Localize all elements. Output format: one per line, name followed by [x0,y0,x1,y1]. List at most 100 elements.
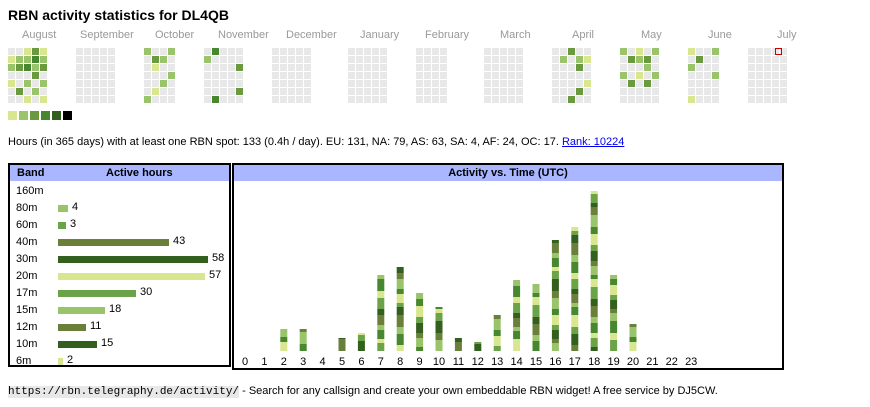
heatmap-day [424,96,431,103]
activity-bar-segment [377,279,385,291]
heatmap-day [212,80,219,87]
heatmap-day [628,72,635,79]
activity-bar-segment [590,203,598,207]
heatmap-day [568,48,575,55]
activity-bar-segment [416,293,424,299]
band-column-header: Band [17,167,45,179]
heatmap-day [780,96,787,103]
heatmap-day [100,96,107,103]
heatmap-day [628,88,635,95]
activity-bar-segment [377,339,385,343]
activity-bar-segment [610,300,618,309]
activity-bar-segment [357,333,365,335]
heatmap-day [628,56,635,63]
heatmap-day [780,72,787,79]
activity-bar-segment [590,347,598,351]
activity-bar-segment [377,298,385,309]
heatmap-day [32,56,39,63]
heatmap-day [152,96,159,103]
heatmap-day [304,64,311,71]
heatmap-day [712,64,719,71]
heatmap-day [76,48,83,55]
heatmap-day [236,48,243,55]
heatmap-day [424,48,431,55]
activity-bar-segment [454,338,462,342]
heatmap-day [288,48,295,55]
heatmap-day [712,72,719,79]
heatmap-day [712,48,719,55]
activity-bar-segment [551,339,559,343]
rank-link[interactable]: Rank: 10224 [561,136,625,148]
activity-bar-segment [513,303,521,313]
heatmap-day [160,56,167,63]
activity-bar-segment [493,319,501,330]
hour-tick-label: 10 [433,356,445,368]
heatmap-day [92,96,99,103]
heatmap-day [280,72,287,79]
activity-bar-segment [416,323,424,333]
heatmap-day [416,96,423,103]
hour-tick-label: 9 [417,356,423,368]
heatmap-day [168,64,175,71]
heatmap-day [432,96,439,103]
heatmap-day [32,72,39,79]
heatmap-day [220,88,227,95]
activity-bar-segment [416,317,424,323]
band-hours-bar [58,239,169,246]
heatmap-day [620,80,627,87]
heatmap-day [84,96,91,103]
activity-bar-segment [280,342,288,351]
legend-swatch [41,111,50,120]
activity-bar-segment [590,338,598,347]
band-hours-bar [58,290,136,297]
heatmap-day [416,72,423,79]
activity-bar-segment [435,309,443,313]
heatmap-day [348,80,355,87]
heatmap-day [296,72,303,79]
band-row: 160m [10,183,229,200]
band-hours-value: 3 [70,218,77,230]
heatmap-day [516,48,523,55]
heatmap-day [584,88,591,95]
activity-bar-segment [513,331,521,339]
activity-bar-segment [377,343,385,351]
heatmap-day [756,56,763,63]
heatmap-day [220,64,227,71]
heatmap-day [756,48,763,55]
activity-bar-segment [416,333,424,338]
activity-bar-segment [435,340,443,351]
activity-bar-segment [590,266,598,275]
band-label: 17m [16,287,38,299]
heatmap-day [416,64,423,71]
heatmap-day [32,96,39,103]
heatmap-day [160,48,167,55]
heatmap-day [144,96,151,103]
activity-chart: 0 1 2 3 4 5 6 7 8 9 10 11 12 13 14 15 16 17 18 19 20 21 22 23 [242,191,697,368]
heatmap-day [160,88,167,95]
heatmap-day [152,56,159,63]
heatmap-day [432,88,439,95]
activity-bar-segment [416,347,424,351]
heatmap-day [92,80,99,87]
footer-url[interactable]: https://rbn.telegraphy.de/activity/ [8,386,240,398]
heatmap-day [764,88,771,95]
activity-bar-segment [532,341,540,351]
heatmap-day [516,72,523,79]
heatmap-day [108,72,115,79]
activity-bar-segment [610,295,618,300]
heatmap-day [508,48,515,55]
heatmap-day [356,80,363,87]
heatmap-day [348,72,355,79]
heatmap-day [40,64,47,71]
heatmap-day [696,96,703,103]
band-label: 80m [16,202,38,214]
activity-bar-segment [338,338,346,339]
band-hours-value: 18 [109,303,122,315]
heatmap-day [756,64,763,71]
band-hours-bar [58,222,66,229]
heatmap-day [168,72,175,79]
activity-bar-segment [416,338,424,347]
activity-bar-segment [590,306,598,317]
band-hours-value: 30 [140,286,153,298]
heatmap-day [576,96,583,103]
